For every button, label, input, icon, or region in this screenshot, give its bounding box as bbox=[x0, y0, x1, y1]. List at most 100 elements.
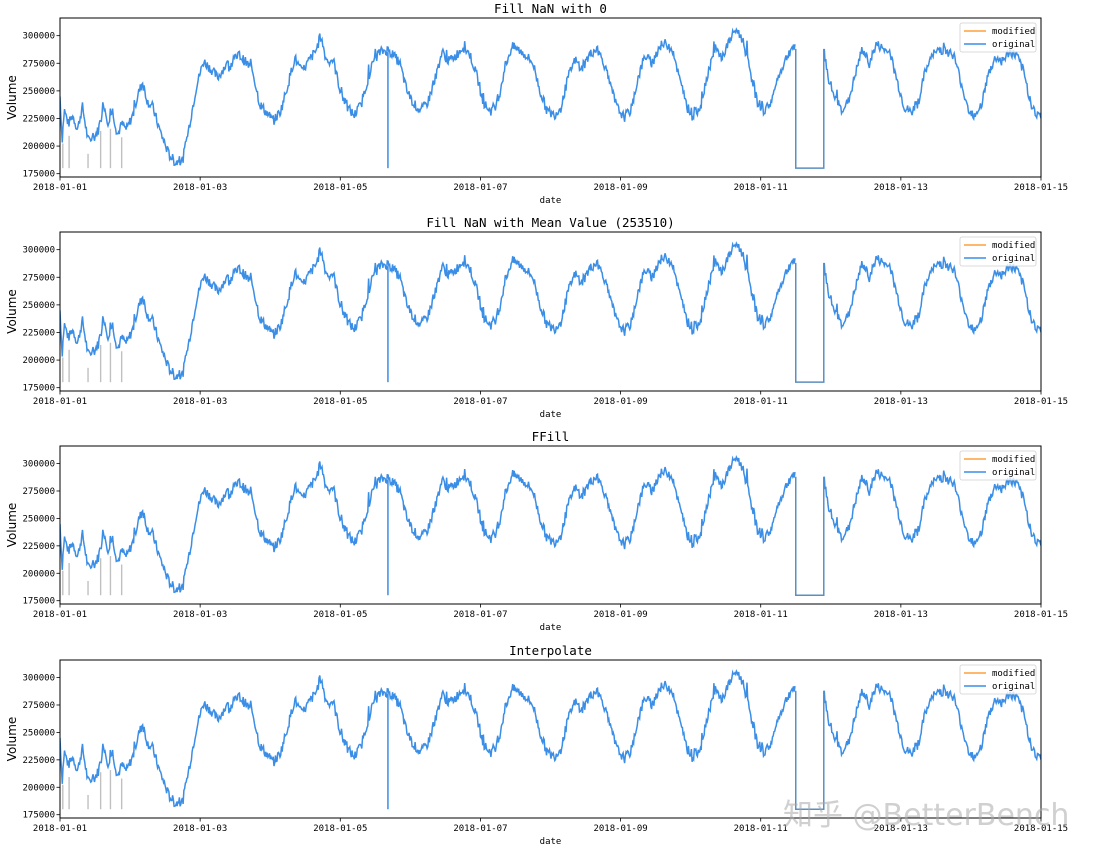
y-tick-label: 275000 bbox=[22, 273, 55, 283]
y-tick-label: 175000 bbox=[22, 170, 55, 180]
x-axis-label: date bbox=[540, 196, 562, 206]
y-axis-label: Volume bbox=[5, 717, 19, 762]
x-tick-label: 2018-01-03 bbox=[173, 397, 227, 407]
gap-fill-line bbox=[795, 262, 825, 383]
x-tick-label: 2018-01-01 bbox=[33, 183, 87, 193]
y-tick-label: 250000 bbox=[22, 728, 55, 738]
chart-panel-2: 175000 200000 225000 250000 275000 300000 2018… bbox=[5, 215, 1068, 420]
original-series-line bbox=[823, 41, 1041, 122]
y-tick-label: 175000 bbox=[22, 597, 55, 607]
x-axis-label: date bbox=[540, 837, 562, 847]
y-tick-label: 250000 bbox=[22, 301, 55, 311]
legend-label-modified: modified bbox=[992, 27, 1035, 37]
chart-panel-3: 175000 200000 225000 250000 275000 300000 2018… bbox=[5, 429, 1068, 633]
x-tick-label: 2018-01-07 bbox=[453, 824, 507, 834]
y-tick-label: 275000 bbox=[22, 59, 55, 69]
x-tick-label: 2018-01-11 bbox=[734, 397, 788, 407]
legend: modified original bbox=[959, 664, 1037, 695]
y-tick-label: 275000 bbox=[22, 487, 55, 497]
original-series-line bbox=[60, 455, 796, 594]
x-tick-label: 2018-01-13 bbox=[874, 824, 928, 834]
x-tick-label: 2018-01-09 bbox=[593, 824, 647, 834]
plot-area bbox=[60, 455, 1041, 596]
y-tick-label: 225000 bbox=[22, 114, 55, 124]
panel-title: Fill NaN with Mean Value (253510) bbox=[426, 215, 674, 230]
legend-label-modified: modified bbox=[992, 241, 1035, 251]
x-tick-label: 2018-01-07 bbox=[453, 183, 507, 193]
panel-title: FFill bbox=[532, 429, 570, 444]
plot-area bbox=[60, 27, 1041, 169]
x-tick-label: 2018-01-09 bbox=[593, 610, 647, 620]
panel-title: Fill NaN with 0 bbox=[494, 1, 607, 16]
x-tick-label: 2018-01-09 bbox=[593, 397, 647, 407]
y-axis-label: Volume bbox=[5, 289, 19, 334]
legend-label-modified: modified bbox=[992, 455, 1035, 465]
x-tick-label: 2018-01-13 bbox=[874, 183, 928, 193]
y-axis-label: Volume bbox=[5, 75, 19, 120]
panel-title: Interpolate bbox=[509, 643, 592, 658]
y-tick-label: 225000 bbox=[22, 328, 55, 338]
x-tick-label: 2018-01-15 bbox=[1014, 610, 1068, 620]
original-series-line bbox=[823, 255, 1041, 336]
axes-frame bbox=[59, 445, 1042, 605]
legend-label-original: original bbox=[992, 254, 1035, 264]
legend: modified original bbox=[959, 236, 1037, 267]
original-series-line bbox=[60, 241, 796, 381]
y-tick-label: 200000 bbox=[22, 569, 55, 579]
plot-area bbox=[60, 241, 1041, 383]
chart-panel-4: 175000 200000 225000 250000 275000 300000 2018… bbox=[5, 643, 1068, 847]
y-tick-label: 275000 bbox=[22, 701, 55, 711]
gap-fill-line bbox=[795, 476, 825, 596]
y-tick-label: 200000 bbox=[22, 356, 55, 366]
legend: modified original bbox=[959, 450, 1037, 481]
original-series-line bbox=[60, 27, 796, 167]
x-tick-label: 2018-01-03 bbox=[173, 183, 227, 193]
x-tick-label: 2018-01-05 bbox=[313, 824, 367, 834]
original-series-line bbox=[823, 683, 1041, 763]
x-tick-label: 2018-01-07 bbox=[453, 610, 507, 620]
axes-frame bbox=[59, 231, 1042, 392]
x-tick-label: 2018-01-15 bbox=[1014, 824, 1068, 834]
x-tick-label: 2018-01-03 bbox=[173, 610, 227, 620]
gap-fill-line bbox=[795, 48, 825, 169]
y-tick-label: 300000 bbox=[22, 32, 55, 42]
x-tick-label: 2018-01-01 bbox=[33, 610, 87, 620]
y-tick-label: 175000 bbox=[22, 384, 55, 394]
original-series-line bbox=[60, 669, 796, 808]
y-axis-label: Volume bbox=[5, 503, 19, 548]
legend-label-original: original bbox=[992, 682, 1035, 692]
legend-label-original: original bbox=[992, 40, 1035, 50]
legend-label-modified: modified bbox=[992, 669, 1035, 679]
x-tick-label: 2018-01-15 bbox=[1014, 183, 1068, 193]
y-tick-label: 250000 bbox=[22, 514, 55, 524]
gap-fill-line bbox=[795, 690, 825, 810]
axes-frame bbox=[59, 17, 1042, 178]
x-tick-label: 2018-01-05 bbox=[313, 183, 367, 193]
x-tick-label: 2018-01-11 bbox=[734, 183, 788, 193]
y-tick-label: 200000 bbox=[22, 783, 55, 793]
x-tick-label: 2018-01-05 bbox=[313, 397, 367, 407]
x-tick-label: 2018-01-01 bbox=[33, 824, 87, 834]
x-tick-label: 2018-01-07 bbox=[453, 397, 507, 407]
y-tick-label: 250000 bbox=[22, 87, 55, 97]
y-tick-label: 225000 bbox=[22, 542, 55, 552]
original-series-line bbox=[823, 469, 1041, 549]
axes-frame bbox=[59, 659, 1042, 819]
x-tick-label: 2018-01-11 bbox=[734, 610, 788, 620]
x-tick-label: 2018-01-15 bbox=[1014, 397, 1068, 407]
legend-label-original: original bbox=[992, 468, 1035, 478]
plot-area bbox=[60, 669, 1041, 810]
y-tick-label: 300000 bbox=[22, 246, 55, 256]
x-tick-label: 2018-01-05 bbox=[313, 610, 367, 620]
x-tick-label: 2018-01-11 bbox=[734, 824, 788, 834]
y-tick-label: 200000 bbox=[22, 142, 55, 152]
chart-panel-1: 175000 200000 225000 250000 275000 300000 2018… bbox=[5, 1, 1068, 206]
x-tick-label: 2018-01-01 bbox=[33, 397, 87, 407]
x-tick-label: 2018-01-13 bbox=[874, 610, 928, 620]
y-tick-label: 300000 bbox=[22, 460, 55, 470]
x-axis-label: date bbox=[540, 623, 562, 633]
y-tick-label: 175000 bbox=[22, 811, 55, 821]
y-tick-label: 300000 bbox=[22, 674, 55, 684]
x-tick-label: 2018-01-03 bbox=[173, 824, 227, 834]
